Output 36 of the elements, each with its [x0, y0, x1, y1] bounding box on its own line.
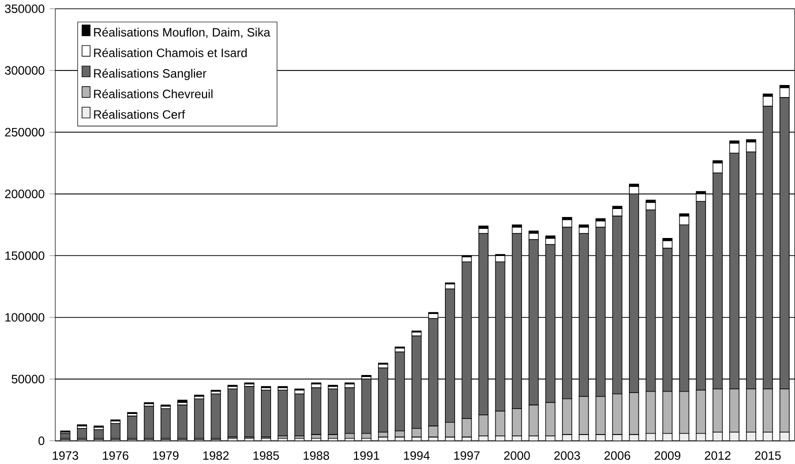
bar	[344, 387, 355, 434]
bar	[328, 388, 338, 435]
y-tick-label: 200000	[5, 189, 44, 198]
y-tick-label: 350000	[4, 4, 44, 13]
y-tick-label: 150000	[5, 251, 44, 260]
x-tick-label: 1994	[404, 451, 430, 460]
legend-label: Réalisation Chamois et Isard	[94, 48, 247, 58]
legend-label: Réalisations Sanglier	[94, 68, 206, 80]
x-tick-label: 1976	[102, 451, 128, 460]
legend-label: Réalisations Cerf	[94, 110, 186, 119]
x-tick-label: 2015	[755, 451, 781, 460]
legend-label: Réalisations Chevreuil	[94, 89, 212, 98]
x-tick-label: 1979	[153, 451, 178, 460]
x-tick-label: 1988	[304, 451, 330, 460]
bar	[361, 378, 372, 434]
x-tick-label: 2006	[604, 451, 630, 460]
x-tick-label: 2003	[554, 451, 580, 460]
bar	[662, 433, 672, 441]
y-tick-label: 50000	[12, 374, 44, 384]
x-tick-label: 1985	[254, 451, 279, 460]
y-tick-label: 0	[38, 436, 44, 445]
y-tick-label: 100000	[5, 312, 44, 322]
bar	[696, 433, 706, 441]
x-tick-label: 2000	[504, 451, 530, 460]
x-tick-label: 2009	[654, 451, 680, 460]
bar	[311, 387, 322, 435]
x-tick-label: 1991	[354, 451, 380, 460]
y-tick-label: 300000	[4, 66, 44, 75]
x-tick-label: 1973	[52, 451, 78, 460]
x-tick-label: 1997	[454, 451, 480, 460]
bar	[294, 393, 304, 436]
bar	[278, 390, 288, 436]
legend-label: Réalisations Mouflon, Daim, Sika	[94, 27, 270, 38]
x-tick-label: 1982	[203, 451, 229, 460]
y-tick-label: 250000	[5, 128, 44, 136]
x-tick-label: 2012	[704, 451, 730, 460]
